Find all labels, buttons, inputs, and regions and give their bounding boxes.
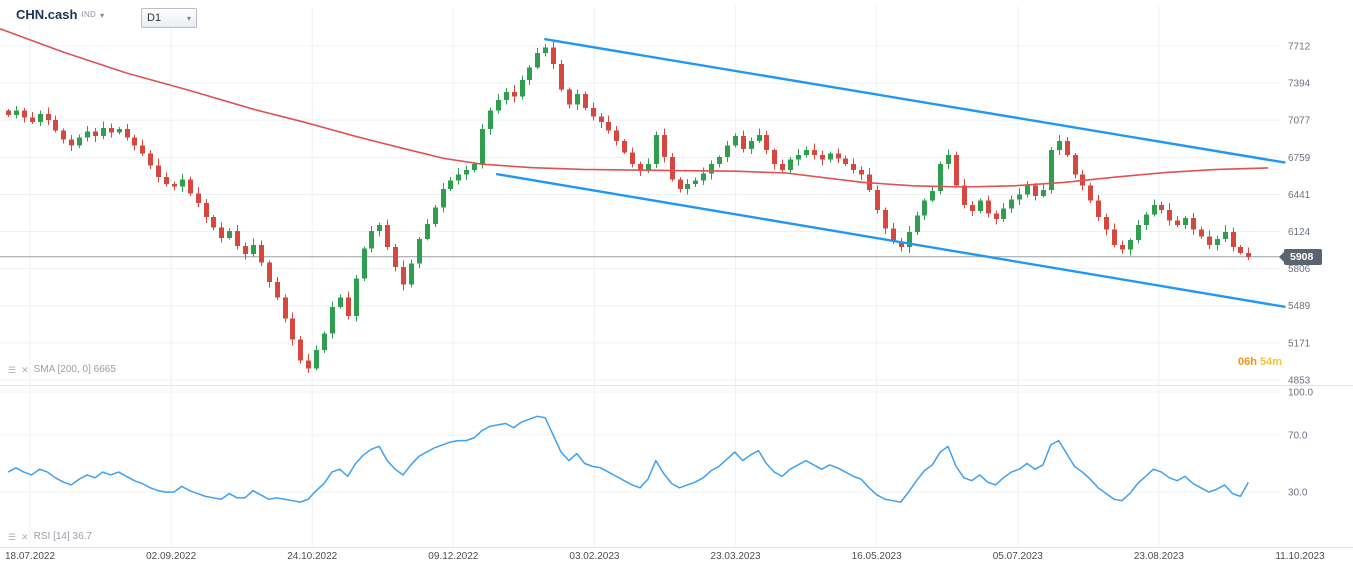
indicator-settings-icon[interactable]: ☰ xyxy=(8,531,17,542)
lower-channel-trendline[interactable] xyxy=(495,172,1286,308)
candlestick-series xyxy=(6,41,1251,374)
instrument-selector[interactable]: CHN.cash IND ▾ xyxy=(16,8,104,22)
candle-countdown: 06h 54m xyxy=(1180,356,1282,368)
svg-text:02.09.2022: 02.09.2022 xyxy=(146,551,196,562)
rsi-indicator-row: ☰ ✕ RSI [14] 36.7 xyxy=(8,531,92,542)
upper-channel-trendline[interactable] xyxy=(544,38,1286,164)
svg-text:6441: 6441 xyxy=(1288,190,1311,201)
svg-text:23.03.2023: 23.03.2023 xyxy=(711,551,761,562)
svg-text:16.05.2023: 16.05.2023 xyxy=(852,551,902,562)
svg-text:30.0: 30.0 xyxy=(1288,488,1308,499)
pane-separators xyxy=(0,385,1353,548)
svg-text:70.0: 70.0 xyxy=(1288,430,1308,441)
price-badge-arrow xyxy=(1279,251,1284,262)
svg-text:7712: 7712 xyxy=(1288,42,1311,53)
rsi-indicator-label: RSI [14] 36.7 xyxy=(33,531,92,542)
svg-text:5171: 5171 xyxy=(1288,338,1311,349)
chevron-down-icon[interactable]: ▾ xyxy=(100,11,105,20)
instrument-name: CHN.cash xyxy=(16,7,78,22)
svg-text:6124: 6124 xyxy=(1288,227,1311,238)
svg-text:6759: 6759 xyxy=(1288,153,1311,164)
svg-text:7394: 7394 xyxy=(1288,79,1311,90)
svg-text:7077: 7077 xyxy=(1288,116,1311,127)
sma-indicator-label: SMA [200, 0] 6665 xyxy=(33,364,116,375)
rsi-axis-labels: 100.0 70.0 30.0 xyxy=(1288,388,1313,499)
svg-text:24.10.2022: 24.10.2022 xyxy=(287,551,337,562)
svg-text:05.07.2023: 05.07.2023 xyxy=(993,551,1043,562)
rsi-line[interactable] xyxy=(7,415,1249,503)
svg-text:5806: 5806 xyxy=(1288,264,1311,275)
chevron-down-icon: ▾ xyxy=(186,13,191,23)
price-axis-labels: 7712 7394 7077 6759 6441 6124 5806 5489 5171 4853 xyxy=(1288,42,1311,387)
timeframe-value: D1 xyxy=(147,12,162,24)
svg-text:100.0: 100.0 xyxy=(1288,388,1313,399)
svg-text:4853: 4853 xyxy=(1288,376,1311,387)
svg-text:09.12.2022: 09.12.2022 xyxy=(428,551,478,562)
svg-text:03.02.2023: 03.02.2023 xyxy=(569,551,619,562)
indicator-settings-icon[interactable]: ☰ xyxy=(8,364,17,375)
sma-line[interactable] xyxy=(0,27,1269,188)
current-price-badge: 5908 xyxy=(1279,248,1323,265)
grid-lines xyxy=(0,6,1280,547)
timeframe-select[interactable]: D1 ▾ xyxy=(141,8,197,28)
indicator-remove-icon[interactable]: ✕ xyxy=(21,531,29,542)
indicator-remove-icon[interactable]: ✕ xyxy=(21,364,29,375)
date-axis-labels: 18.07.2022 02.09.2022 24.10.2022 09.12.2022… xyxy=(5,551,1325,562)
current-price-value: 5908 xyxy=(1290,250,1314,263)
svg-text:5489: 5489 xyxy=(1288,301,1311,312)
svg-text:18.07.2022: 18.07.2022 xyxy=(5,551,55,562)
sma-indicator-row: ☰ ✕ SMA [200, 0] 6665 xyxy=(8,364,116,375)
countdown-minutes: 54m xyxy=(1259,356,1282,368)
svg-text:11.10.2023: 11.10.2023 xyxy=(1275,551,1325,562)
instrument-type-badge: IND xyxy=(81,10,97,19)
countdown-hours: 06h xyxy=(1238,356,1257,368)
svg-text:23.08.2023: 23.08.2023 xyxy=(1134,551,1184,562)
